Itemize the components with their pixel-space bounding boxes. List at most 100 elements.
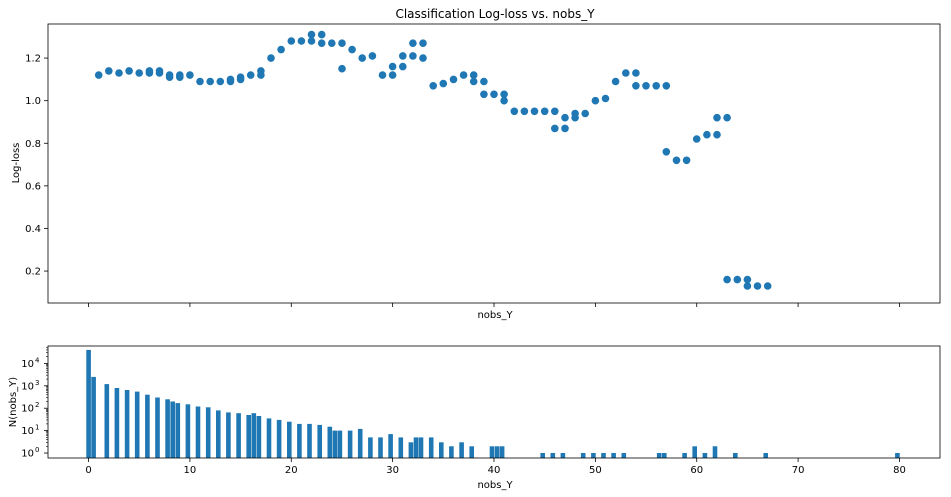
scatter-point bbox=[317, 30, 326, 39]
scatter-point bbox=[125, 67, 133, 75]
scatter-point bbox=[105, 67, 113, 75]
histogram-x-tick-label: 10 bbox=[184, 465, 197, 476]
scatter-point bbox=[206, 77, 214, 86]
scatter-title: Classification Log-loss vs. nobs_Y bbox=[395, 7, 595, 21]
scatter-point bbox=[601, 94, 610, 103]
scatter-point bbox=[723, 275, 731, 284]
histogram-y-tick-exponent: 4 bbox=[35, 356, 40, 364]
scatter-point bbox=[429, 82, 438, 90]
scatter-point bbox=[692, 135, 701, 143]
histogram-bar bbox=[337, 430, 343, 458]
histogram-bar bbox=[388, 434, 393, 458]
histogram-bar bbox=[621, 453, 627, 458]
histogram-bar bbox=[712, 446, 718, 458]
histogram-bar bbox=[205, 407, 211, 458]
scatter-point bbox=[399, 52, 407, 60]
histogram-y-tick-label: 10 bbox=[21, 404, 34, 415]
histogram-bar bbox=[155, 397, 160, 458]
scatter-y-tick-label: 0.8 bbox=[25, 139, 41, 150]
histogram-x-tick-label: 70 bbox=[792, 465, 805, 476]
histogram-x-tick-label: 80 bbox=[893, 465, 906, 476]
histogram-bar bbox=[580, 453, 586, 458]
histogram-y-tick-exponent: 0 bbox=[35, 446, 39, 454]
histogram-bar bbox=[246, 415, 251, 458]
scatter-point bbox=[642, 82, 650, 90]
scatter-point bbox=[551, 124, 559, 133]
histogram-bar bbox=[347, 430, 353, 458]
histogram-bar bbox=[124, 390, 130, 458]
histogram-bar bbox=[540, 453, 545, 458]
histogram-bar bbox=[682, 453, 687, 458]
scatter-point bbox=[591, 96, 600, 105]
scatter-point bbox=[368, 52, 377, 60]
histogram-bar bbox=[601, 453, 606, 458]
scatter-point bbox=[500, 96, 508, 105]
histogram-x-tick-label: 30 bbox=[386, 465, 399, 476]
scatter-points bbox=[94, 30, 772, 290]
histogram-bar bbox=[418, 437, 424, 458]
histogram-axes-frame bbox=[47, 345, 941, 459]
histogram-bar bbox=[175, 403, 181, 458]
scatter-point bbox=[186, 71, 194, 79]
histogram-y-tick-label: 10 bbox=[21, 381, 34, 392]
histogram-y-tick-label: 10 bbox=[21, 359, 34, 370]
scatter-point bbox=[419, 39, 427, 47]
scatter-point bbox=[662, 148, 671, 156]
scatter-point bbox=[328, 39, 336, 47]
scatter-point bbox=[682, 156, 691, 165]
histogram-y-tick-exponent: 1 bbox=[35, 424, 39, 432]
scatter-point bbox=[713, 113, 721, 122]
histogram-y-axis-label: N(nobs_Y) bbox=[8, 377, 19, 428]
scatter-point bbox=[226, 75, 235, 84]
histogram-y-tick-exponent: 3 bbox=[35, 379, 39, 387]
scatter-point bbox=[611, 77, 620, 86]
scatter-point bbox=[348, 45, 356, 54]
histogram-x-tick-label: 60 bbox=[690, 465, 703, 476]
scatter-point bbox=[723, 113, 731, 122]
histogram-bar bbox=[114, 388, 120, 458]
histogram-bar bbox=[733, 453, 738, 458]
scatter-point bbox=[236, 73, 245, 81]
histogram-x-tick-label: 20 bbox=[285, 465, 298, 476]
histogram-bar bbox=[378, 437, 383, 458]
histogram-x-tick-label: 50 bbox=[589, 465, 602, 476]
histogram-bar bbox=[469, 446, 474, 458]
histogram-bar bbox=[297, 423, 302, 458]
histogram-bar bbox=[591, 453, 596, 458]
scatter-point bbox=[246, 71, 255, 79]
histogram-x-tick-label: 0 bbox=[85, 465, 91, 476]
histogram-y-tick-label: 10 bbox=[21, 426, 34, 437]
scatter-point bbox=[358, 54, 367, 62]
scatter-x-axis-label: nobs_Y bbox=[477, 310, 513, 321]
histogram-bar bbox=[499, 446, 505, 458]
scatter-point bbox=[510, 107, 519, 116]
histogram-bars bbox=[86, 349, 900, 458]
histogram-bar bbox=[145, 394, 150, 458]
scatter-point bbox=[571, 109, 579, 118]
scatter-point bbox=[409, 52, 417, 60]
histogram-bar bbox=[185, 404, 191, 458]
histogram-bar bbox=[459, 442, 464, 458]
histogram-bar bbox=[170, 401, 175, 458]
scatter-point bbox=[581, 109, 589, 118]
histogram-bar bbox=[357, 428, 363, 458]
scatter-point bbox=[409, 39, 417, 47]
scatter-point bbox=[520, 107, 529, 116]
scatter-y-axis-label: Log-loss bbox=[11, 143, 22, 184]
scatter-y-tick-label: 0.4 bbox=[25, 224, 41, 235]
scatter-y-tick-label: 0.6 bbox=[25, 181, 41, 192]
histogram-y-tick-label: 10 bbox=[21, 449, 34, 460]
scatter-point bbox=[338, 39, 346, 47]
histogram-bar bbox=[317, 424, 322, 458]
histogram-bar bbox=[449, 446, 454, 458]
histogram-bar bbox=[895, 453, 900, 458]
scatter-axes-frame bbox=[47, 23, 941, 304]
histogram-bar bbox=[692, 446, 697, 458]
scatter-point bbox=[399, 62, 407, 71]
histogram-bar bbox=[656, 453, 662, 458]
scatter-point bbox=[388, 71, 397, 79]
scatter-point bbox=[480, 77, 488, 86]
histogram-y-tick-exponent: 2 bbox=[35, 401, 39, 409]
histogram-bar bbox=[408, 442, 414, 458]
